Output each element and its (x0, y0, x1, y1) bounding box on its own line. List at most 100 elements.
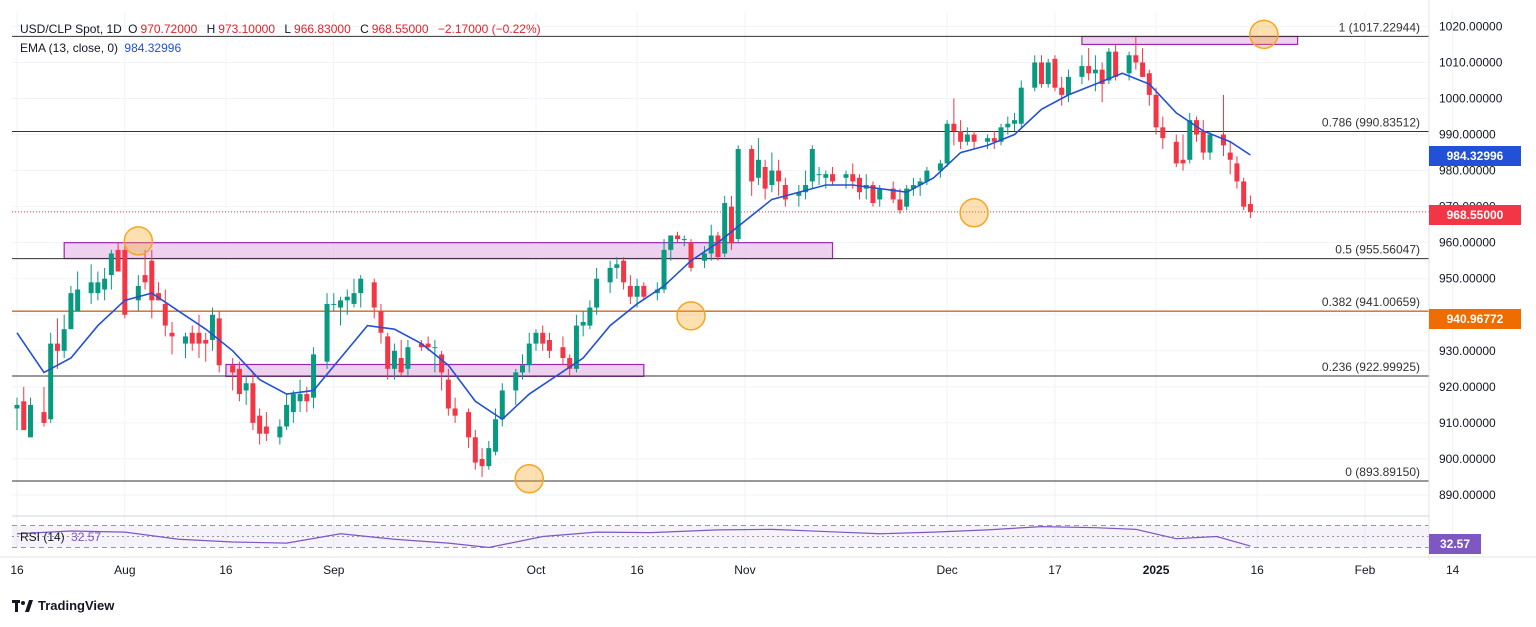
candle-body (823, 174, 829, 178)
candle-body (1052, 58, 1058, 88)
ohlc-legend: USD/CLP Spot, 1D O 970.72000 H 973.10000 L… (20, 22, 544, 36)
candle-body (715, 235, 721, 258)
x-tick-label: Dec (936, 563, 957, 577)
candle-body (14, 404, 20, 409)
axes: 890.00000 900.00000 910.00000 920.00000 930.… (0, 0, 1536, 577)
candle-body (1106, 51, 1112, 81)
candle-body (1038, 62, 1044, 85)
candle-body (142, 275, 148, 283)
candle-body (520, 365, 525, 373)
candle-body (445, 379, 451, 409)
candle-body (675, 235, 681, 240)
candle-body (27, 404, 33, 438)
candle-body (728, 206, 734, 243)
y-tick-label: 1020.00000 (1439, 19, 1503, 33)
candle-body (1173, 141, 1179, 164)
candle-body (297, 394, 303, 402)
candle-body (432, 347, 438, 349)
candle-body (54, 343, 60, 351)
candle-body (755, 159, 761, 178)
candle-body (614, 264, 620, 268)
rsi-polyline (16, 525, 1251, 549)
candle-body (169, 332, 175, 337)
candle-body (1180, 159, 1186, 164)
y-tick-label: 890.00000 (1439, 488, 1496, 502)
x-tick-label: Aug (114, 563, 135, 577)
candle-body (216, 318, 222, 366)
candle-body (479, 458, 485, 467)
tradingview-logo[interactable]: TradingView (12, 598, 114, 613)
rsi-pane (12, 515, 1429, 549)
candle-body (385, 336, 391, 369)
candle-body (88, 282, 94, 294)
candle-body (358, 278, 364, 294)
fibonacci-levels: 1 (1017.22944) 0.786 (990.83512) 0.5 (955.… (12, 20, 1429, 482)
highlight-circle (676, 301, 706, 331)
candle-body (1059, 87, 1065, 95)
candle-body (115, 249, 121, 272)
low-label: L (284, 22, 292, 36)
candle-body (621, 260, 627, 283)
candle-body (567, 358, 573, 369)
candle-body (209, 314, 215, 340)
open-label: O (128, 22, 138, 36)
candle-body (701, 253, 707, 261)
candle-body (546, 339, 552, 351)
x-tick-label: Oct (527, 563, 546, 577)
fib-label: 0.236 (922.99925) (1322, 360, 1420, 374)
close-price-tag: 968.55000 (1429, 205, 1521, 225)
candle-body (331, 303, 337, 305)
highlight-circles (123, 19, 1279, 494)
y-tick-label: 1000.00000 (1439, 92, 1503, 106)
candle-body (850, 174, 856, 182)
candle-body (641, 285, 647, 297)
candle-body (41, 412, 47, 423)
y-tick-label: 900.00000 (1439, 452, 1496, 466)
candle-body (61, 329, 67, 351)
candle-body (466, 412, 472, 438)
candle-body (971, 134, 977, 142)
candle-body (1045, 62, 1051, 85)
open-value: 970.72000 (140, 22, 198, 36)
candle-body (1187, 120, 1193, 160)
candle-body (122, 249, 128, 315)
rsi-price-tag: 32.57 (1429, 534, 1481, 554)
candle-body (418, 343, 424, 348)
candle-body (533, 332, 539, 344)
candle-body (816, 174, 822, 176)
fib-label: 0 (893.89150) (1345, 465, 1420, 479)
candle-body (425, 343, 431, 348)
candle-body (540, 332, 546, 344)
candle-body (1227, 152, 1233, 160)
x-tick-label: 16 (630, 563, 644, 577)
candle-body (762, 166, 768, 189)
candle-body (560, 347, 566, 359)
candle-body (513, 372, 519, 391)
candle-body (324, 303, 330, 362)
candle-body (627, 285, 633, 297)
candle-body (1126, 55, 1132, 74)
candle-body (796, 192, 802, 196)
rsi-legend: RSI (14) 32.57 (20, 530, 104, 544)
candle-body (243, 383, 249, 391)
x-tick-label: Nov (734, 563, 755, 577)
candle-body (196, 332, 202, 344)
fib-label: 0.5 (955.56047) (1335, 243, 1420, 257)
candle-body (1113, 51, 1119, 77)
candle-body (580, 321, 586, 326)
candlesticks[interactable] (14, 37, 1253, 477)
candle-body (486, 448, 492, 467)
y-tick-label: 950.00000 (1439, 272, 1496, 286)
candle-body (1092, 69, 1098, 74)
candle-body (809, 148, 815, 182)
candle-body (951, 123, 957, 131)
candle-body (964, 134, 970, 142)
candle-body (749, 148, 755, 182)
candle-body (135, 285, 141, 301)
tradingview-icon (12, 599, 33, 612)
candle-body (870, 185, 876, 204)
candle-body (149, 260, 155, 301)
candle-body (203, 339, 209, 344)
x-tick-label: Sep (323, 563, 345, 577)
